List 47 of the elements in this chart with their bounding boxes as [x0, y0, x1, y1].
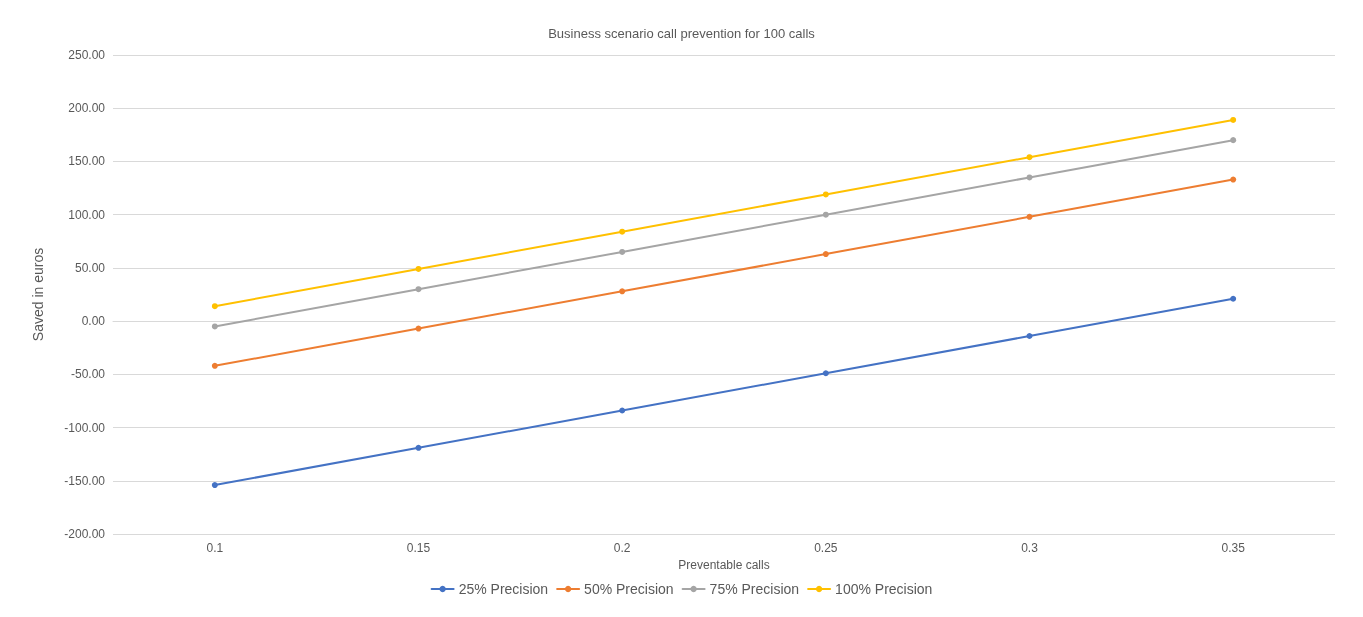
point	[211, 303, 218, 310]
point	[211, 323, 218, 330]
point	[822, 191, 829, 198]
x-tick-label: 0.2	[613, 541, 631, 555]
point	[1026, 213, 1033, 220]
y-tick-label: -200.00	[64, 527, 106, 541]
point	[619, 407, 626, 414]
legend-label: 75% Precision	[709, 581, 800, 597]
legend-label: 50% Precision	[584, 581, 674, 597]
point	[415, 286, 422, 293]
x-tick-label: 0.3	[1021, 541, 1039, 555]
x-tick-label: 0.1	[206, 541, 224, 555]
point	[415, 265, 422, 272]
point	[619, 228, 626, 235]
chart-title: Business scenario call prevention for 100 calls	[548, 26, 816, 41]
point	[822, 370, 829, 377]
x-tick-label: 0.35	[1221, 541, 1246, 555]
point	[415, 444, 422, 451]
y-tick-label: 250.00	[68, 48, 106, 62]
point	[415, 325, 422, 332]
point	[1230, 176, 1237, 183]
point	[1230, 295, 1237, 302]
point	[619, 248, 626, 255]
y-tick-label: -100.00	[64, 420, 106, 435]
x-axis-title: Preventable calls	[678, 557, 770, 572]
legend-label: 100% Precision	[835, 581, 933, 597]
x-tick-label: 0.25	[814, 541, 838, 555]
y-tick-label: 100.00	[68, 207, 106, 222]
y-tick-label: 0.00	[81, 314, 106, 329]
point	[822, 251, 829, 258]
x-tick-label: 0.15	[406, 541, 431, 555]
point	[1230, 116, 1237, 123]
point	[1026, 174, 1033, 181]
y-tick-label: 200.00	[68, 101, 106, 116]
y-tick-label: 150.00	[68, 154, 106, 169]
y-tick-label: -50.00	[70, 367, 106, 382]
point	[211, 362, 218, 369]
y-axis-title: Saved in euros	[30, 247, 46, 342]
point	[1026, 154, 1033, 161]
y-tick-label: 50.00	[74, 260, 106, 275]
legend-label: 25% Precision	[458, 581, 549, 597]
point	[1026, 333, 1033, 340]
point	[619, 288, 626, 295]
point	[822, 211, 829, 218]
point	[211, 482, 218, 489]
point	[1230, 137, 1237, 144]
y-tick-label: -150.00	[64, 473, 106, 488]
